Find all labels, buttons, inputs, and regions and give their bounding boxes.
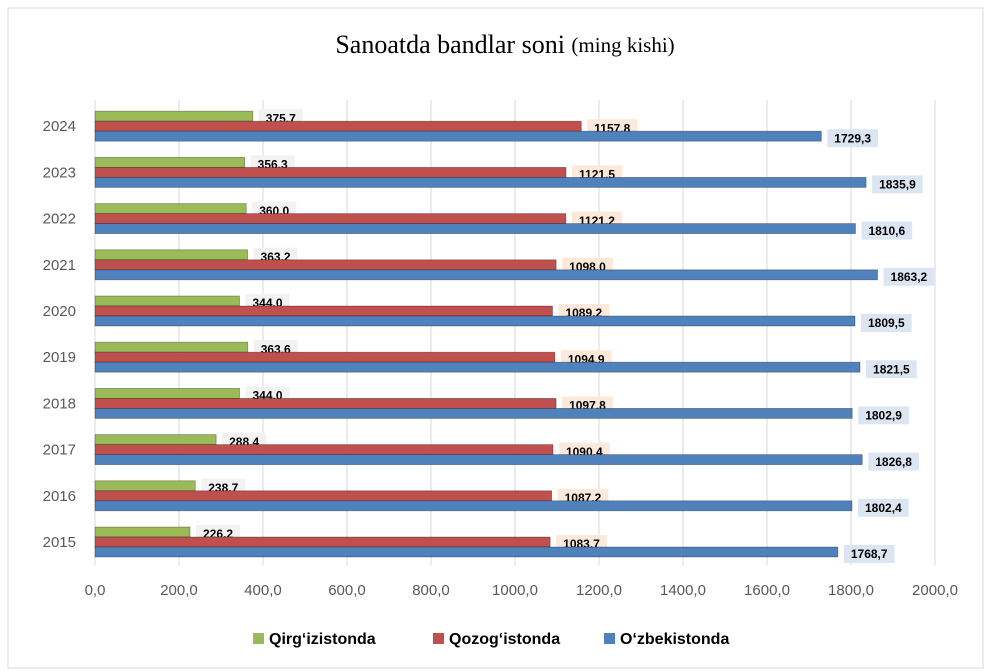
value-label: 1809,5: [868, 316, 905, 330]
bar: [94, 130, 822, 142]
value-label: 1802,9: [865, 409, 902, 423]
value-label: 1863,2: [891, 270, 928, 284]
x-tick-label: 1400,0: [660, 582, 706, 599]
bar: [94, 546, 839, 558]
y-tick-label: 2021: [43, 257, 76, 274]
y-tick-label: 2015: [43, 534, 76, 551]
bar: [94, 444, 554, 456]
x-tick-label: 1800,0: [828, 582, 874, 599]
value-label-bg: [872, 175, 923, 194]
y-tick-label: 2016: [43, 488, 76, 505]
chart-title: Sanoatda bandlar soni: [335, 30, 565, 59]
bar: [94, 203, 247, 215]
value-label: 1768,7: [851, 547, 888, 561]
bar: [94, 315, 856, 327]
x-tick-label: 600,0: [328, 582, 366, 599]
bar: [94, 110, 254, 122]
value-label: 1810,6: [868, 224, 905, 238]
bar: [94, 213, 567, 225]
bar: [94, 536, 551, 548]
value-label-bg: [858, 406, 909, 425]
legend-swatch: [604, 633, 615, 644]
value-label-bg: [843, 545, 895, 563]
x-tick-label: 0,0: [85, 582, 106, 599]
value-label-bg: [858, 498, 909, 517]
legend-swatch: [433, 633, 444, 644]
x-tick-label: 2000,0: [912, 582, 958, 599]
bar: [94, 490, 553, 502]
x-tick-label: 800,0: [412, 582, 450, 599]
bar: [94, 434, 217, 446]
bar: [94, 341, 249, 353]
bar: [94, 397, 557, 409]
value-label-bg: [827, 129, 879, 148]
bar: [94, 361, 861, 373]
legend-label: Qozog‘istonda: [449, 631, 560, 648]
bar: [94, 166, 567, 178]
x-tick-label: 400,0: [244, 582, 282, 599]
bar: [94, 223, 856, 235]
bar: [94, 500, 853, 512]
y-tick-label: 2019: [43, 349, 76, 366]
y-tick-label: 2017: [43, 442, 76, 459]
chart-frame: [7, 7, 984, 669]
bar: [94, 259, 557, 271]
bar: [94, 269, 878, 281]
x-tick-label: 1000,0: [492, 582, 538, 599]
x-tick-label: 1600,0: [744, 582, 790, 599]
bar: [94, 387, 240, 399]
bar: [94, 480, 196, 492]
y-tick-label: 2024: [43, 118, 76, 135]
bar: [94, 156, 246, 168]
y-tick-label: 2023: [43, 164, 76, 181]
value-label: 1821,5: [873, 362, 910, 376]
y-tick-label: 2022: [43, 211, 76, 228]
bar: [94, 120, 582, 132]
chart-unit: (ming kishi): [571, 33, 674, 57]
bar: [94, 305, 553, 317]
y-tick-label: 2018: [43, 395, 76, 412]
x-tick-label: 1200,0: [576, 582, 622, 599]
value-label: 1835,9: [879, 178, 916, 192]
value-label: 1729,3: [834, 131, 871, 145]
bar: [94, 454, 863, 466]
value-label-bg: [860, 314, 912, 332]
bar: [94, 176, 867, 188]
bar: [94, 249, 248, 261]
bar: [94, 407, 853, 419]
legend-swatch: [253, 633, 264, 644]
value-label-bg: [866, 360, 917, 379]
value-label-bg: [883, 267, 935, 286]
value-label: 1826,8: [875, 455, 912, 469]
bar: [94, 295, 240, 307]
value-label: 1802,4: [865, 501, 902, 515]
value-label-bg: [861, 221, 913, 240]
value-label-bg: [868, 452, 919, 471]
x-tick-label: 200,0: [160, 582, 198, 599]
chart-title-group: Sanoatda bandlar soni (ming kishi): [335, 30, 674, 59]
bar: [94, 526, 191, 538]
legend-label: O‘zbekistonda: [620, 631, 729, 648]
y-tick-label: 2020: [43, 303, 76, 320]
bar: [94, 351, 556, 363]
legend-label: Qirg‘izistonda: [269, 631, 376, 648]
